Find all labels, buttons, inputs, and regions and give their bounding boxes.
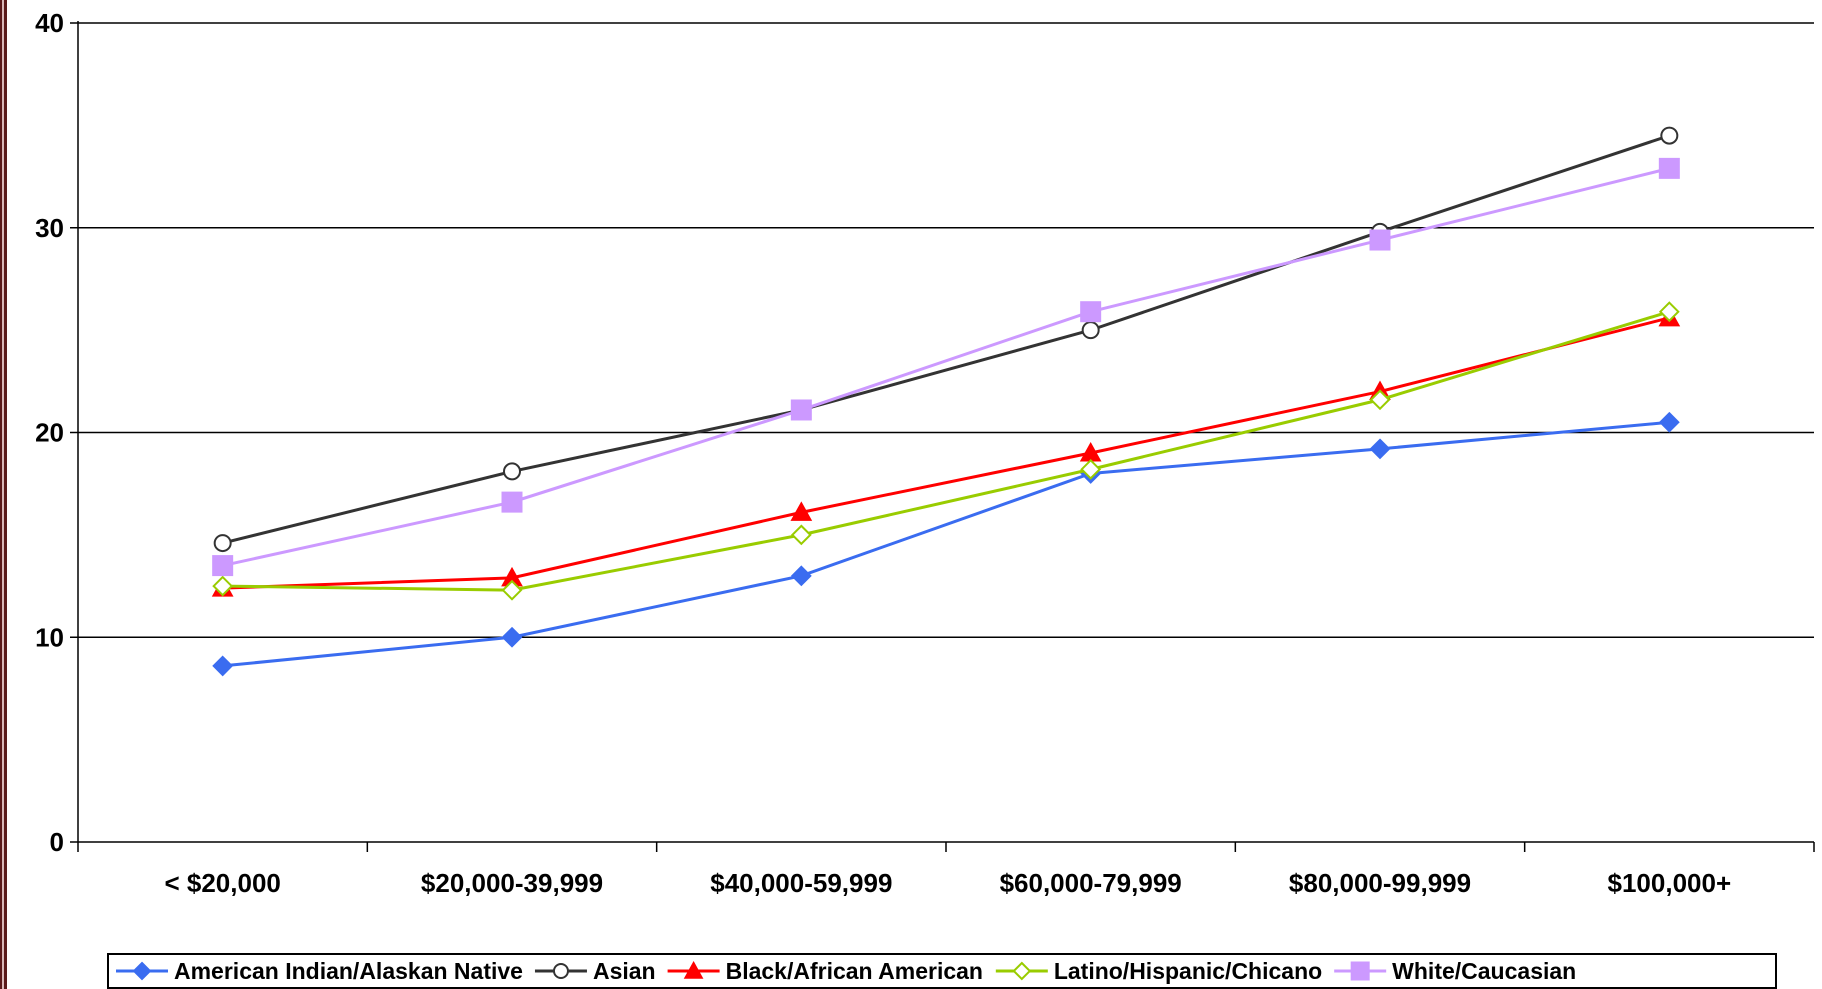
series-3 [212,301,1680,601]
series-1 [213,126,1679,553]
series-lines [211,126,1681,677]
x-category-label: $100,000+ [1608,868,1732,898]
data-point [1080,301,1102,323]
x-category-label: $40,000-59,999 [710,868,892,898]
data-point [790,524,812,546]
legend-swatch-marker [1012,961,1032,981]
data-point [1660,126,1679,145]
series-0 [212,411,1680,677]
series-line [222,310,1670,592]
legend-label: American Indian/Alaskan Native [174,958,523,984]
series-line [222,134,1670,545]
gridlines [78,22,1814,638]
data-point [1369,438,1391,460]
legend-item: American Indian/Alaskan Native [116,958,523,984]
data-point [501,626,523,648]
x-category-label: $60,000-79,999 [1000,868,1182,898]
data-point [1658,411,1680,433]
legend-label: White/Caucasian [1392,958,1576,984]
legend-item: White/Caucasian [1334,958,1576,984]
y-tick-label: 20 [35,418,64,448]
data-point [1080,458,1102,480]
legend-swatch-marker [1350,961,1370,981]
x-category-label: $80,000-99,999 [1289,868,1471,898]
legend-label: Latino/Hispanic/Chicano [1054,958,1322,984]
x-category-label: < $20,000 [164,868,280,898]
y-tick-label: 30 [35,213,64,243]
series-line [222,166,1670,568]
legend-swatch-marker [132,961,152,981]
y-tick-label: 40 [35,8,64,38]
data-point [212,575,234,597]
data-point [1369,389,1391,411]
legend-item: Latino/Hispanic/Chicano [995,958,1322,984]
x-category-label: $20,000-39,999 [421,868,603,898]
data-point [212,555,234,577]
data-point [790,399,812,421]
legend: American Indian/Alaskan Native Asian Black… [107,953,1777,989]
data-point [501,491,523,513]
legend-label: Black/African American [726,958,983,984]
legend-swatch-marker [552,963,569,979]
legend-item: Asian [534,958,656,984]
data-point [501,579,523,601]
left-border-highlight [2,0,4,989]
series-line [222,316,1670,590]
axes: 0 10 20 30 40 < $20,000 $20,000-39,999 $40,000-… [35,8,1815,898]
data-point [212,655,234,677]
series-line [222,420,1670,668]
legend-item: Black/African American [667,958,983,984]
data-point [1081,321,1100,340]
data-point [1658,301,1680,323]
data-point [213,534,232,553]
y-tick-label: 0 [50,827,64,857]
data-point [1658,157,1680,179]
series-2 [211,306,1681,597]
series-4 [212,157,1680,577]
data-point [790,501,813,521]
y-tick-label: 10 [35,622,64,652]
data-point [503,462,521,481]
legend-swatch-marker [683,960,704,979]
data-point [1369,229,1391,251]
data-point [790,565,812,587]
legend-box [107,953,1777,989]
legend-label: Asian [593,958,656,984]
